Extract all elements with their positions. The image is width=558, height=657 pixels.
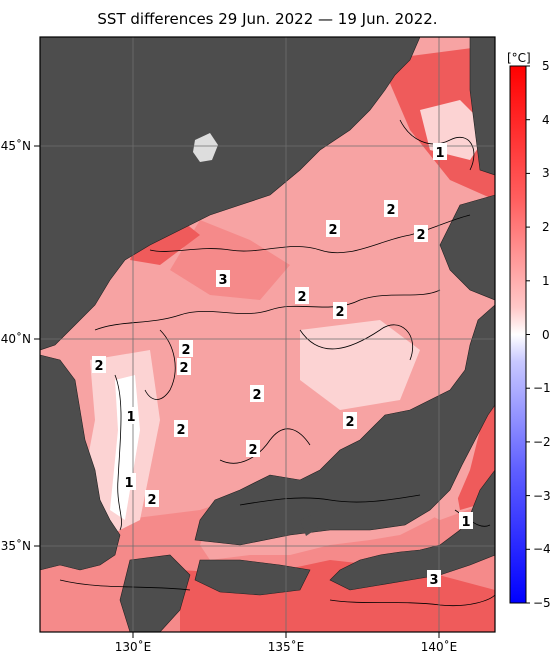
svg-text:2: 2 (147, 493, 156, 508)
lat-label-40: 40˚N (1, 331, 31, 346)
svg-text:2: 2 (252, 388, 261, 403)
colorbar-tick-2: 2 (542, 220, 550, 234)
contour-lines (59, 119, 495, 607)
value-label: 2 (145, 490, 159, 508)
value-label: 3 (216, 270, 230, 288)
value-label: 2 (414, 225, 428, 243)
value-label: 1 (459, 512, 473, 530)
warm-patch-central (170, 220, 290, 300)
value-label: 2 (246, 440, 260, 458)
land-sakhalin (469, 37, 495, 176)
colorbar-unit: [°C] (507, 51, 531, 65)
colorbar-tick-m1: −1 (533, 381, 551, 395)
colorbar-tick-0: 0 (542, 328, 550, 342)
svg-text:2: 2 (181, 343, 190, 358)
svg-text:2: 2 (297, 290, 306, 305)
land-continent (40, 37, 421, 351)
value-label: 3 (427, 570, 441, 588)
svg-text:1: 1 (124, 476, 133, 491)
svg-text:2: 2 (386, 203, 395, 218)
land-honshu (194, 304, 495, 546)
value-label: 2 (250, 385, 264, 403)
lake-khanka (193, 133, 218, 162)
tick-marks (34, 145, 440, 638)
colorbar-gradient (509, 65, 527, 604)
value-label: 1 (122, 473, 136, 491)
svg-text:2: 2 (416, 228, 425, 243)
map-title: SST differences 29 Jun. 2022 — 19 Jun. 2… (97, 10, 438, 28)
value-label: 2 (326, 220, 340, 238)
map-frame (39, 36, 496, 633)
value-label: 1 (433, 143, 447, 161)
colorbar-tick-m4: −4 (533, 542, 551, 556)
colorbar: [°C] 5 4 3 2 1 0 −1 −2 −3 −4 −5 (507, 51, 551, 610)
svg-text:2: 2 (328, 223, 337, 238)
svg-text:1: 1 (435, 146, 444, 161)
svg-text:1: 1 (126, 410, 135, 425)
land-oki (300, 515, 318, 536)
value-labels: 1 2 2 2 3 2 2 2 2 2 2 1 2 2 2 1 2 1 3 (92, 143, 473, 588)
svg-text:3: 3 (429, 573, 438, 588)
svg-text:2: 2 (94, 359, 103, 374)
value-label: 2 (384, 200, 398, 218)
value-label: 1 (124, 407, 138, 425)
value-label: 2 (174, 420, 188, 438)
land-hokkaido (439, 194, 495, 301)
lon-label-130: 130˚E (115, 639, 152, 654)
value-label: 2 (92, 356, 106, 374)
svg-text:2: 2 (335, 305, 344, 320)
value-label: 2 (179, 340, 193, 358)
value-label: 2 (177, 358, 191, 376)
lon-label-135: 135˚E (268, 639, 305, 654)
land-kyushu (119, 554, 191, 632)
svg-text:1: 1 (461, 515, 470, 530)
lon-label-140: 140˚E (421, 639, 458, 654)
colorbar-tick-m3: −3 (533, 489, 551, 503)
svg-text:2: 2 (248, 443, 257, 458)
colorbar-tick-3: 3 (542, 166, 550, 180)
colorbar-tick-4: 4 (542, 113, 550, 127)
colorbar-tick-5: 5 (542, 59, 550, 73)
value-label: 2 (333, 302, 347, 320)
graticule (40, 37, 495, 632)
lat-label-35: 35˚N (1, 538, 31, 553)
land-shikoku (194, 559, 311, 596)
svg-text:2: 2 (179, 361, 188, 376)
colorbar-tick-m5: −5 (533, 596, 551, 610)
svg-text:2: 2 (176, 423, 185, 438)
colorbar-tick-m2: −2 (533, 435, 551, 449)
value-label: 2 (343, 412, 357, 430)
svg-text:2: 2 (345, 415, 354, 430)
svg-text:3: 3 (218, 273, 227, 288)
value-label: 2 (295, 287, 309, 305)
land-korea (40, 354, 121, 571)
lat-label-45: 45˚N (1, 138, 31, 153)
cool-patch-center (300, 320, 420, 410)
map-body (40, 37, 495, 632)
colorbar-tick-1: 1 (542, 274, 550, 288)
